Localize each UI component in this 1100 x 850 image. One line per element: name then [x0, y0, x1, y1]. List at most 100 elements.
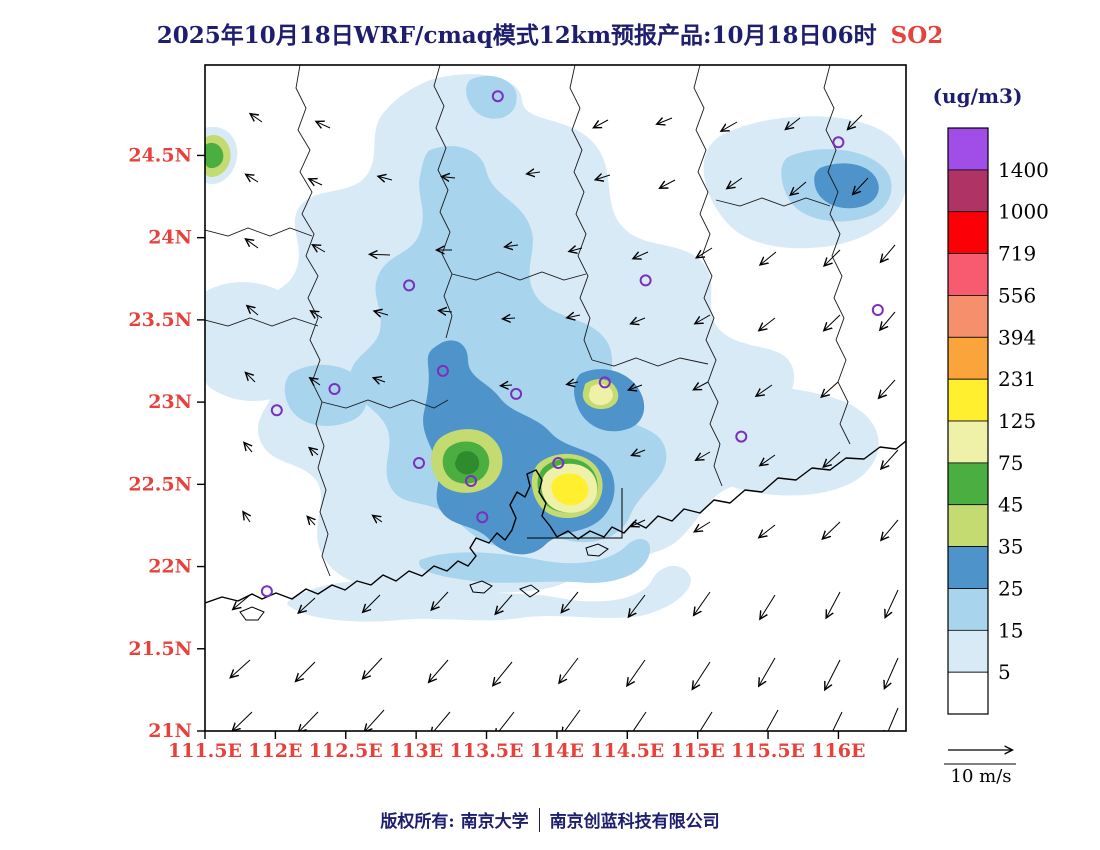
wind-arrow [310, 448, 319, 455]
wind-arrow [244, 443, 252, 453]
colorbar-label: 719 [998, 242, 1036, 266]
wind-arrow [759, 317, 776, 330]
admin-border-line [569, 65, 593, 361]
wind-arrow [832, 711, 843, 731]
wind-arrow [697, 247, 713, 258]
lon-tick-label: 114.5E [590, 740, 664, 762]
wind-arrow [569, 248, 583, 251]
wind-arrow [881, 519, 899, 540]
wind-arrow [627, 659, 646, 685]
colorbar-cell [947, 420, 989, 464]
wind-arrow [363, 594, 381, 612]
wind-arrow [632, 450, 646, 455]
species-label: SO2 [890, 22, 944, 49]
colorbar: 1400 1000 719 556 394 231 125 75 45 35 25 15 5 [947, 127, 1049, 715]
wind-arrow [696, 451, 711, 460]
station-marker [260, 585, 273, 598]
wind-arrow [495, 711, 515, 731]
wind-arrow [316, 122, 331, 128]
so2-band-15-25 [350, 146, 667, 547]
station-marker [552, 457, 565, 469]
hk-boundary-box [527, 488, 623, 539]
lat-tick-label: 24.5N [128, 144, 192, 166]
wind-arrow [880, 311, 896, 330]
station-marker [436, 364, 449, 377]
wind-arrow [759, 657, 776, 686]
wind-arrow [246, 239, 259, 249]
wind-arrow [247, 306, 259, 316]
colorbar-cell [947, 588, 989, 631]
lon-tick-label: 115E [671, 740, 725, 762]
wind-arrow [660, 179, 676, 188]
wind-arrow [246, 175, 259, 183]
colorbar-unit-label: (ug/m3) [932, 84, 1023, 108]
wind-vector-layer [231, 114, 899, 731]
map-frame [204, 64, 907, 732]
wind-arrow [231, 659, 251, 677]
wind-arrow [309, 179, 323, 185]
wind-arrow [822, 381, 839, 397]
wind-arrow [501, 385, 513, 386]
coastline [205, 440, 906, 604]
lon-tick-label: 116E [811, 740, 865, 762]
wind-arrow [375, 311, 389, 315]
wind-arrow [695, 711, 713, 731]
colorbar-cell [947, 127, 989, 171]
wind-arrow [442, 177, 456, 178]
lat-tick-label: 24N [148, 227, 192, 249]
wind-arrow [885, 707, 899, 731]
lon-tick-label: 111.5E [168, 740, 242, 762]
lon-tick-label: 113.5E [450, 740, 524, 762]
wind-arrow [824, 451, 841, 467]
wind-arrow [313, 245, 326, 252]
so2-band-5-15 [679, 386, 879, 496]
wind-arrow [695, 314, 711, 324]
wind-arrow [311, 311, 323, 318]
wind-arrow [233, 711, 253, 731]
wind-arrow [721, 121, 738, 131]
wind-arrow [596, 175, 611, 180]
title-text: 2025年10月18日WRF/cmaq模式12km预报产品:10月18日06时 [156, 22, 877, 49]
copyright-left: 版权所有: 南京大学 [380, 812, 529, 832]
wind-arrow [885, 657, 899, 688]
colorbar-cell [947, 378, 989, 422]
wind-arrow [633, 252, 649, 259]
wind-arrow [429, 659, 449, 682]
wind-arrow [567, 382, 579, 384]
lon-tick-label: 113E [389, 740, 443, 762]
lon-tick-label: 114E [530, 740, 584, 762]
wind-arrow [365, 709, 385, 731]
wind-arrow [296, 661, 316, 681]
island-outline [469, 580, 493, 594]
colorbar-cell [947, 294, 989, 338]
colorbar-label: 1000 [998, 200, 1049, 224]
lon-tick-label: 115.5E [731, 740, 805, 762]
wind-arrow [791, 181, 807, 195]
admin-border-line [205, 317, 319, 327]
station-marker [735, 430, 748, 443]
station-marker [598, 376, 611, 389]
wind-arrow [823, 521, 841, 539]
copyright-right: 南京创蓝科技有限公司 [549, 812, 720, 832]
colorbar-cell [947, 253, 989, 296]
wind-arrow [496, 594, 513, 614]
lat-tick-label: 21N [148, 720, 192, 742]
colorbar-cell [947, 629, 989, 673]
so2-band-45-75 [205, 142, 224, 169]
wind-arrow [825, 659, 841, 689]
wind-arrow [431, 711, 451, 731]
wind-arrow [629, 594, 646, 617]
wind-arrow [760, 251, 777, 265]
wind-arrow [881, 244, 896, 262]
colorbar-cell [947, 336, 989, 380]
so2-band-15-25 [466, 76, 517, 119]
wind-arrow [694, 381, 709, 390]
colorbar-cell [947, 504, 989, 548]
station-marker [832, 136, 845, 149]
wind-arrow [594, 119, 609, 128]
wind-arrow [848, 114, 863, 129]
wind-arrow [826, 591, 841, 618]
wind-arrow [373, 516, 383, 522]
wind-arrow [760, 454, 776, 465]
